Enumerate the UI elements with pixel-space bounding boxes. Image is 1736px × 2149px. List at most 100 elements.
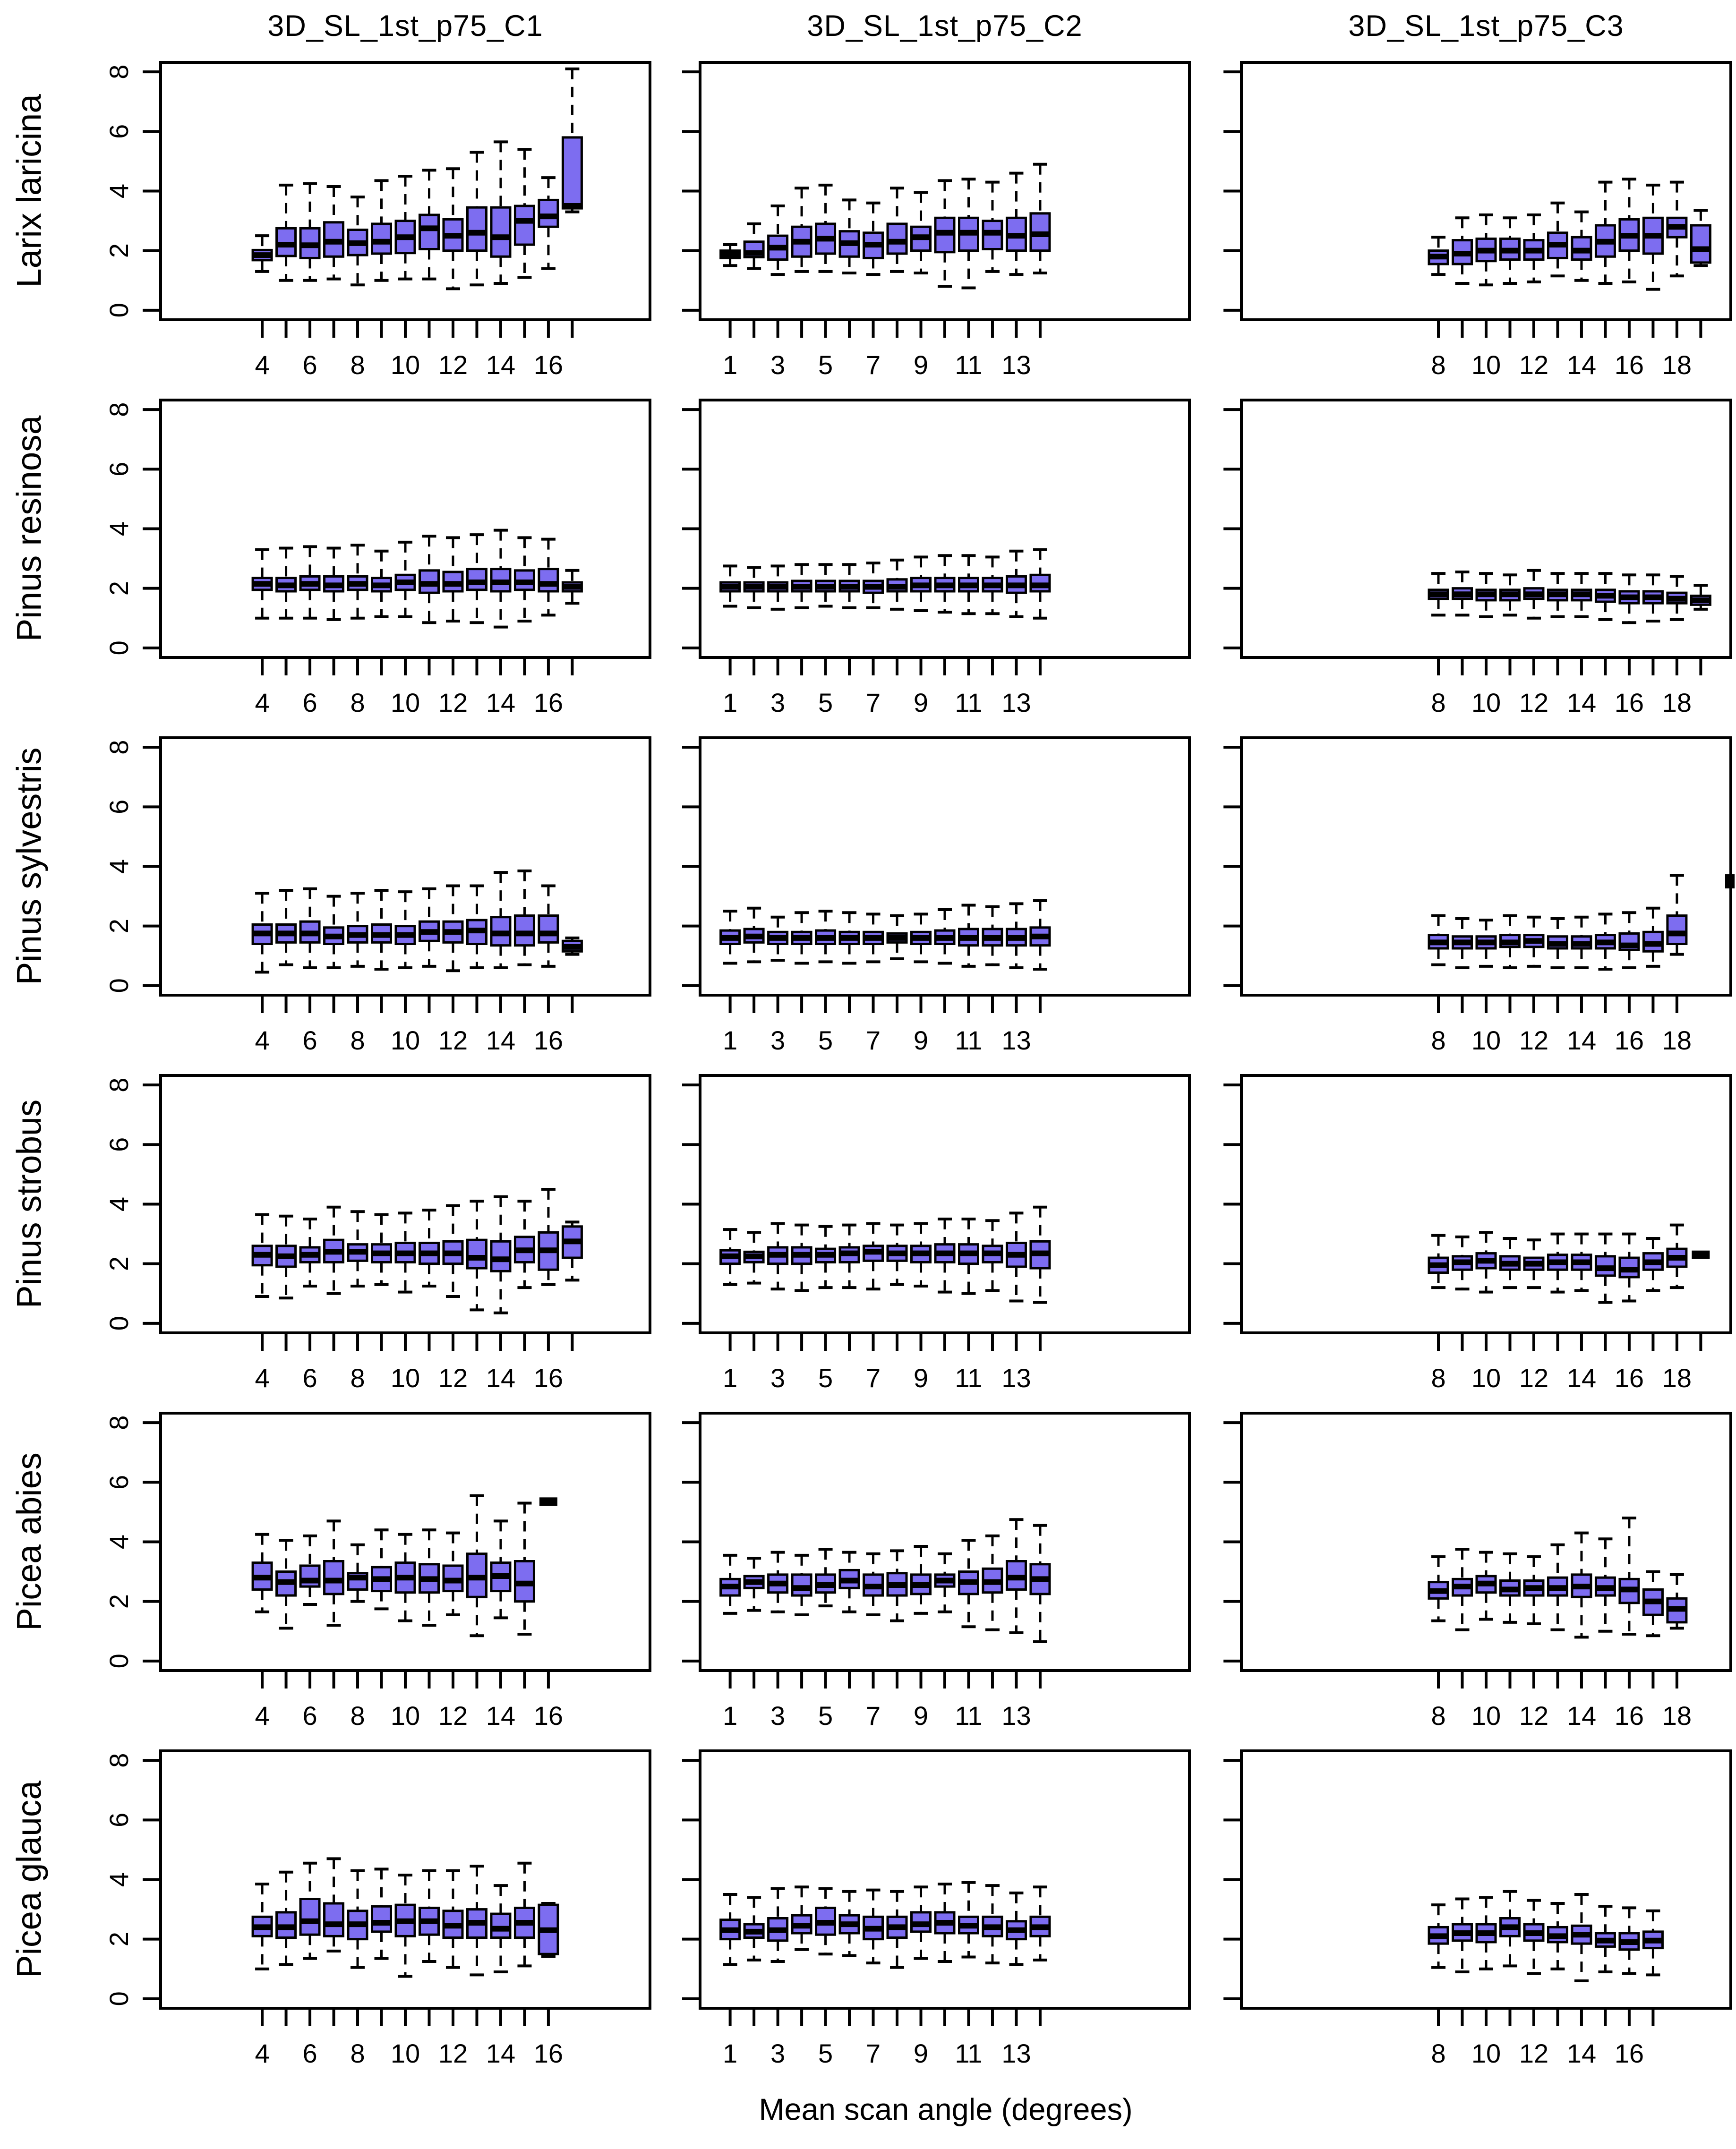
y-tick-label: 6 (104, 800, 134, 814)
panel-border (1240, 1749, 1732, 2010)
box (538, 568, 559, 593)
y-tick-label: 4 (104, 859, 134, 874)
x-tick-label: 10 (391, 1701, 420, 1731)
x-tick-label: 10 (1471, 1025, 1501, 1055)
x-tick-label: 7 (866, 2038, 881, 2068)
box (466, 1238, 487, 1270)
y-tick-label: 0 (104, 1316, 134, 1330)
x-tick-label: 7 (866, 688, 881, 717)
boxplot-panel-pinus-sylvestris-c2: 1 3 5 7 9 11 13 (682, 736, 1191, 1055)
x-tick-label: 16 (534, 688, 563, 717)
x-tick-label: 8 (1431, 688, 1445, 717)
box (418, 213, 440, 251)
x-tick-label: 8 (350, 1363, 365, 1393)
boxplot-panel-pinus-sylvestris-c1: 0 2 4 6 8 4 6 8 10 12 14 16 (104, 736, 651, 1055)
x-tick-label: 8 (1431, 2038, 1445, 2068)
x-tick-label: 7 (866, 350, 881, 380)
y-tick-label: 4 (104, 1535, 134, 1549)
x-tick-label: 7 (866, 1025, 881, 1055)
column-title-c3: 3D_SL_1st_p75_C3 (1348, 9, 1624, 43)
y-tick-label: 4 (104, 184, 134, 198)
box (466, 568, 487, 591)
x-tick-label: 10 (391, 1025, 420, 1055)
x-tick-label: 14 (486, 350, 515, 380)
box (513, 914, 535, 947)
boxplot-panel-pinus-resinosa-c1: 0 2 4 6 8 4 6 8 10 12 14 16 (104, 399, 651, 717)
panel-border (1240, 1412, 1732, 1672)
box (466, 206, 487, 252)
x-tick-label: 6 (302, 688, 317, 717)
x-tick-label: 10 (1471, 350, 1501, 380)
boxplot-panel-larix-laricina-c2: 1 3 5 7 9 11 13 (682, 61, 1191, 380)
x-tick-label: 4 (255, 1025, 269, 1055)
x-tick-label: 12 (438, 1363, 468, 1393)
column-title-c1: 3D_SL_1st_p75_C1 (267, 9, 543, 43)
y-tick-label: 0 (104, 303, 134, 317)
x-tick-label: 8 (350, 1025, 365, 1055)
y-tick-label: 2 (104, 1594, 134, 1609)
x-tick-label: 1 (723, 350, 737, 380)
panel-border (699, 1749, 1191, 2010)
y-tick-label: 4 (104, 1872, 134, 1887)
x-tick-label: 3 (770, 1701, 785, 1731)
x-tick-label: 16 (1615, 688, 1644, 717)
x-tick-label: 6 (302, 1701, 317, 1731)
x-tick-label: 12 (1519, 1363, 1548, 1393)
x-tick-label: 18 (1662, 1025, 1692, 1055)
x-tick-label: 16 (534, 350, 563, 380)
row-label-pinus-sylvestris: Pinus sylvestris (10, 747, 49, 985)
panel-border (1240, 736, 1732, 997)
panel-border (159, 61, 651, 321)
x-tick-label: 13 (1001, 688, 1031, 717)
x-tick-label: 8 (1431, 1025, 1445, 1055)
x-tick-label: 13 (1001, 2038, 1031, 2068)
box (490, 1912, 512, 1939)
x-tick-label: 5 (818, 1363, 833, 1393)
x-tick-label: 5 (818, 350, 833, 380)
boxplot-panel-picea-glauca-c1: 0 2 4 6 8 4 6 8 10 12 14 16 (104, 1749, 651, 2068)
boxplot-panel-pinus-strobus-c1: 0 2 4 6 8 4 6 8 10 12 14 16 (104, 1074, 651, 1393)
x-tick-label: 10 (1471, 2038, 1501, 2068)
panel-border (159, 736, 651, 997)
box (513, 205, 535, 246)
x-tick-label: 4 (255, 688, 269, 717)
y-tick-label: 8 (104, 402, 134, 417)
x-tick-label: 8 (1431, 1363, 1445, 1393)
x-tick-label: 9 (914, 1363, 928, 1393)
x-tick-label: 5 (818, 1701, 833, 1731)
boxplot-panel-pinus-strobus-c2: 1 3 5 7 9 11 13 (682, 1074, 1191, 1393)
row-label-pinus-strobus: Pinus strobus (10, 1099, 49, 1309)
box (490, 1240, 512, 1272)
box (371, 222, 393, 255)
x-tick-label: 4 (255, 1363, 269, 1393)
x-tick-label: 13 (1001, 1701, 1031, 1731)
y-tick-label: 2 (104, 919, 134, 933)
panel-border (699, 1412, 1191, 1672)
x-tick-label: 16 (534, 1025, 563, 1055)
y-tick-label: 6 (104, 1137, 134, 1152)
x-tick-label: 3 (770, 1025, 785, 1055)
x-tick-label: 10 (391, 2038, 420, 2068)
x-tick-label: 12 (1519, 1025, 1548, 1055)
x-tick-label: 4 (255, 350, 269, 380)
x-tick-label: 12 (438, 2038, 468, 2068)
x-tick-label: 8 (1431, 350, 1445, 380)
x-tick-label: 12 (1519, 688, 1548, 717)
x-tick-label: 11 (955, 1701, 982, 1731)
x-tick-label: 16 (534, 1363, 563, 1393)
panel-border (159, 1074, 651, 1334)
x-tick-label: 18 (1662, 1701, 1692, 1731)
x-tick-label: 3 (770, 350, 785, 380)
box (323, 1902, 345, 1937)
x-tick-label: 16 (1615, 350, 1644, 380)
x-tick-label: 13 (1001, 1363, 1031, 1393)
x-tick-label: 10 (391, 1363, 420, 1393)
row-label-picea-abies: Picea abies (10, 1452, 49, 1631)
x-tick-label: 14 (486, 1363, 515, 1393)
panel-border (1240, 399, 1732, 659)
box (299, 1898, 321, 1936)
x-tick-label: 8 (350, 350, 365, 380)
y-tick-label: 4 (104, 521, 134, 536)
y-tick-label: 8 (104, 65, 134, 79)
x-tick-label: 8 (350, 688, 365, 717)
